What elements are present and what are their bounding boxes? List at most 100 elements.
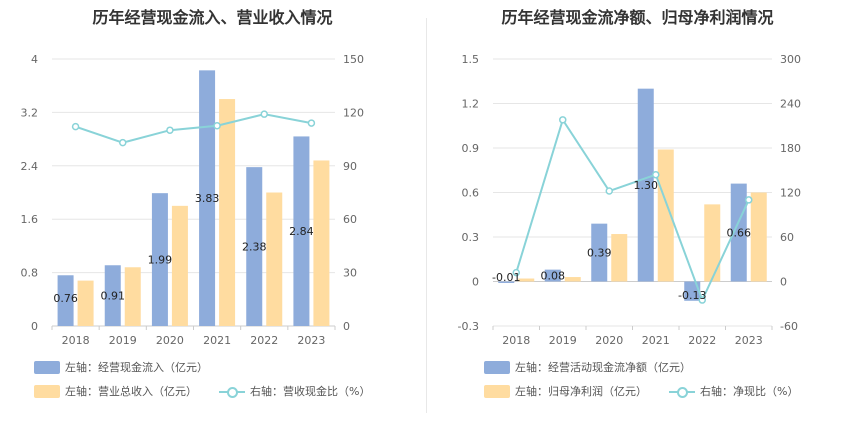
x-tick-label: 2018	[502, 334, 530, 347]
bar	[591, 223, 608, 282]
legend-swatch	[669, 385, 695, 398]
legend-item-net-profit[interactable]: 左轴：归母净利润（亿元）	[484, 383, 647, 399]
data-label: 0.76	[53, 292, 78, 305]
line-point	[307, 119, 316, 127]
bar	[219, 99, 236, 326]
series-line	[515, 117, 750, 303]
bar	[246, 167, 263, 326]
bar	[498, 281, 515, 283]
x-tick-label: 2023	[735, 334, 763, 347]
bar	[293, 136, 310, 326]
line-point	[559, 116, 567, 124]
bar	[266, 192, 283, 326]
data-label: 1.30	[634, 179, 659, 192]
bar	[611, 234, 628, 282]
bar	[564, 277, 581, 282]
data-label: 3.83	[195, 192, 220, 205]
chart-plot-area: -0.3 -60 0 0 0.3 60 0.6 120 0.9 180 1.2 240 1.5 300 20…	[458, 53, 801, 347]
y-left-tick-label: 0.9	[462, 142, 480, 155]
bar	[704, 204, 721, 282]
x-tick-label: 2023	[297, 334, 325, 347]
x-tick-label: 2022	[250, 334, 278, 347]
legend-item-revenue[interactable]: 左轴：营业总收入（亿元）	[34, 383, 197, 399]
bar	[730, 183, 747, 282]
y-right-tick-label: 120	[780, 187, 801, 200]
chart-panel-left: 历年经营现金流入、营业收入情况 0 0 0.8 30 1.6 60 2.4 90 3.2 120 4…	[21, 8, 371, 399]
legend-label: 左轴：经营现金流入（亿元）	[65, 361, 208, 374]
legend-label: 左轴：经营活动现金流净额（亿元）	[515, 361, 691, 374]
y-right-tick-label: 240	[780, 98, 801, 111]
legend-label: 右轴：净现比（%）	[700, 385, 799, 398]
legend-label: 右轴：营收现金比（%）	[250, 385, 371, 398]
x-tick-label: 2018	[62, 334, 90, 347]
line-point	[119, 138, 127, 147]
line-point	[512, 268, 520, 277]
y-left-tick-label: 3.2	[21, 106, 39, 119]
bar	[313, 160, 330, 326]
data-label: 0.08	[541, 270, 566, 283]
chart-title: 历年经营现金流净额、归母净利润情况	[501, 8, 774, 27]
x-tick-label: 2019	[549, 334, 577, 347]
y-right-tick-label: 180	[780, 142, 801, 155]
y-right-tick-label: 90	[343, 160, 357, 173]
bar	[544, 269, 561, 282]
y-right-tick-label: 150	[343, 53, 364, 66]
x-tick-label: 2021	[203, 334, 231, 347]
legend-swatch	[34, 384, 60, 398]
legend-label: 左轴：营业总收入（亿元）	[65, 385, 197, 398]
data-label: 1.99	[148, 254, 173, 267]
legend-item-revenue-cash-ratio[interactable]: 右轴：营收现金比（%）	[219, 383, 370, 399]
bar	[151, 193, 168, 326]
y-right-tick-label: 0	[780, 276, 787, 289]
data-label: -0.01	[492, 271, 520, 284]
y-left-tick-label: 4	[31, 53, 38, 66]
line-point	[652, 170, 660, 179]
y-right-tick-label: 0	[343, 320, 350, 333]
bar	[104, 265, 121, 326]
y-left-tick-label: -0.3	[458, 320, 479, 333]
y-left-tick-label: 2.4	[21, 160, 39, 173]
line-point	[71, 122, 80, 131]
data-label: 0.91	[101, 290, 126, 303]
bar	[171, 205, 188, 326]
y-right-tick-label: 30	[343, 267, 357, 280]
data-label: 0.39	[587, 247, 612, 260]
line-point	[698, 296, 706, 304]
legend-label: 左轴：归母净利润（亿元）	[515, 385, 647, 398]
bar	[657, 149, 674, 282]
line-point	[166, 126, 174, 134]
bar	[77, 280, 94, 326]
x-tick-label: 2019	[109, 334, 137, 347]
legend-swatch	[484, 360, 510, 374]
y-left-tick-label: 1.2	[462, 98, 480, 111]
y-left-tick-label: 1.5	[462, 53, 480, 66]
data-label: 2.84	[289, 225, 314, 238]
chart-title: 历年经营现金流入、营业收入情况	[92, 8, 333, 27]
y-left-tick-label: 0.6	[462, 187, 480, 200]
y-right-tick-label: 300	[780, 53, 801, 66]
y-left-tick-label: 1.6	[21, 213, 39, 226]
y-right-tick-label: 60	[343, 213, 357, 226]
panel-divider	[426, 18, 427, 413]
legend-swatch	[484, 384, 510, 398]
chart-panel-right: 历年经营现金流净额、归母净利润情况 -0.3 -60 0 0 0.3 60 0.6 120 0.…	[425, 0, 850, 437]
y-left-tick-label: 0.8	[21, 267, 39, 280]
y-right-tick-label: 120	[343, 106, 364, 119]
legend-item-net-cash-flow[interactable]: 左轴：经营活动现金流净额（亿元）	[484, 359, 691, 375]
y-right-tick-label: -60	[780, 320, 798, 333]
legend-item-cash-inflow[interactable]: 左轴：经营现金流入（亿元）	[34, 359, 208, 375]
line-point	[213, 122, 221, 130]
y-left-tick-label: 0.3	[462, 231, 480, 244]
data-label: 2.38	[242, 241, 267, 254]
line-point	[605, 187, 613, 195]
legend-item-net-cash-ratio[interactable]: 右轴：净现比（%）	[669, 383, 798, 399]
legend-swatch	[219, 385, 245, 398]
data-label: 0.66	[727, 227, 752, 240]
chart-plot-area: 0 0 0.8 30 1.6 60 2.4 90 3.2 120 4 150 2018 2019 2020 2…	[21, 53, 365, 347]
x-tick-label: 2022	[688, 334, 716, 347]
x-tick-label: 2020	[595, 334, 623, 347]
data-label: -0.13	[678, 289, 706, 302]
line-point	[745, 196, 753, 204]
bar	[518, 278, 535, 282]
bar	[637, 88, 654, 282]
